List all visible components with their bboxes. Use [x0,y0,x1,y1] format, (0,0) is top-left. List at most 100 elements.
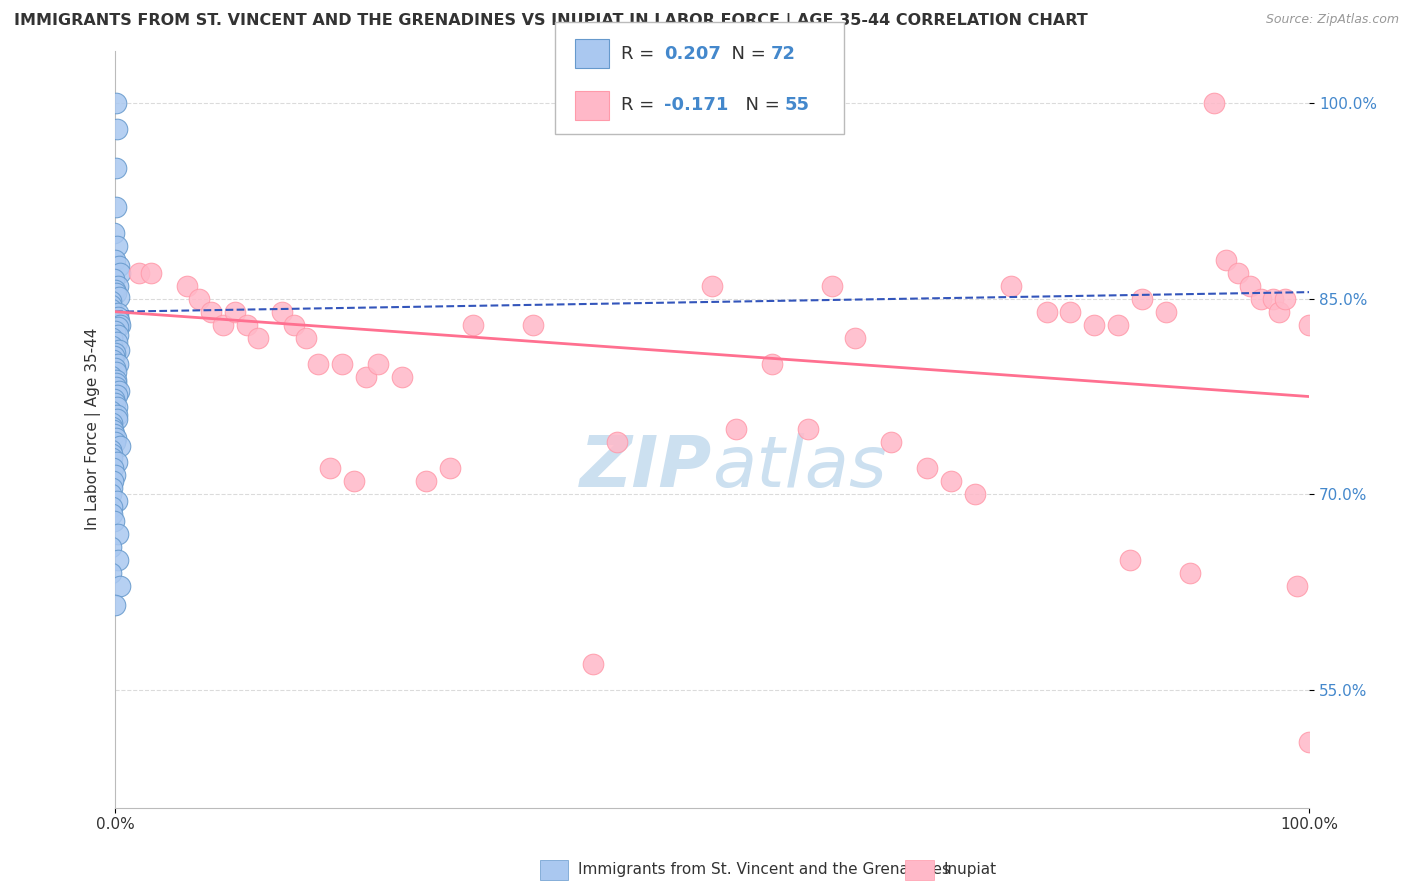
Point [224,304,246,318]
Point [1274,292,1296,306]
Point [100,540,122,554]
Point [844,331,866,345]
Point [101,481,124,495]
Point [1215,252,1237,267]
Point [100,487,122,501]
Point [820,278,842,293]
Point [1130,292,1153,306]
Point [101,416,124,430]
Point [107,310,129,324]
Point [100,443,122,458]
Point [1083,318,1105,332]
Point [107,526,129,541]
Text: Source: ZipAtlas.com: Source: ZipAtlas.com [1265,13,1399,27]
Point [1059,304,1081,318]
Point [100,404,122,418]
Point [105,400,128,414]
Point [100,419,122,434]
Point [247,331,270,345]
Point [100,294,122,309]
Point [522,318,544,332]
Point [108,259,131,273]
Point [796,422,818,436]
Point [104,286,127,301]
Point [582,657,605,672]
Point [105,494,128,508]
Point [1119,552,1142,566]
Point [103,396,125,410]
Point [105,376,128,391]
Point [100,302,122,317]
Point [105,334,128,349]
Text: R =: R = [621,45,661,62]
Point [105,239,128,253]
Point [1226,266,1249,280]
Text: R =: R = [621,96,661,114]
Point [108,439,131,453]
Point [439,461,461,475]
Point [307,357,329,371]
Text: 55: 55 [785,96,810,114]
Point [107,278,129,293]
Point [100,298,122,312]
Point [761,357,783,371]
Point [103,392,125,406]
Point [963,487,986,501]
Point [105,388,128,402]
Point [105,380,128,394]
Point [103,514,125,528]
Text: N =: N = [734,96,786,114]
Text: Inupiat: Inupiat [943,863,997,877]
Point [104,252,127,267]
Point [103,272,125,286]
Point [101,338,124,352]
Point [104,365,127,379]
Point [1239,278,1261,293]
Point [343,475,366,489]
Point [283,318,305,332]
Point [104,431,127,445]
Point [200,304,222,318]
Point [880,435,903,450]
Point [108,318,131,332]
Point [128,266,150,280]
Point [101,475,124,489]
Point [1263,292,1285,306]
Point [100,566,122,580]
Point [104,360,127,375]
Point [367,357,389,371]
Point [415,475,437,489]
Point [108,384,131,399]
Point [1202,95,1225,110]
Point [702,278,724,293]
Point [105,161,128,176]
Point [105,411,128,425]
Point [103,227,125,241]
Point [915,461,938,475]
Point [1286,579,1309,593]
Point [100,368,122,383]
Point [211,318,233,332]
Point [104,200,127,214]
Point [271,304,294,318]
Point [139,266,162,280]
Point [101,450,124,465]
Point [105,122,128,136]
Text: -0.171: -0.171 [664,96,728,114]
Point [1268,304,1291,318]
Point [104,599,127,613]
Point [101,507,124,521]
Point [108,290,131,304]
Point [101,353,124,368]
Text: 0.207: 0.207 [664,45,720,62]
Point [1250,292,1272,306]
Point [107,328,129,343]
Point [107,306,129,320]
Text: IMMIGRANTS FROM ST. VINCENT AND THE GRENADINES VS INUPIAT IN LABOR FORCE | AGE 3: IMMIGRANTS FROM ST. VINCENT AND THE GREN… [14,13,1088,29]
Point [1000,278,1022,293]
Point [103,424,125,438]
Point [330,357,353,371]
Text: ZIP: ZIP [579,433,713,501]
Point [100,331,122,345]
Point [1154,304,1177,318]
